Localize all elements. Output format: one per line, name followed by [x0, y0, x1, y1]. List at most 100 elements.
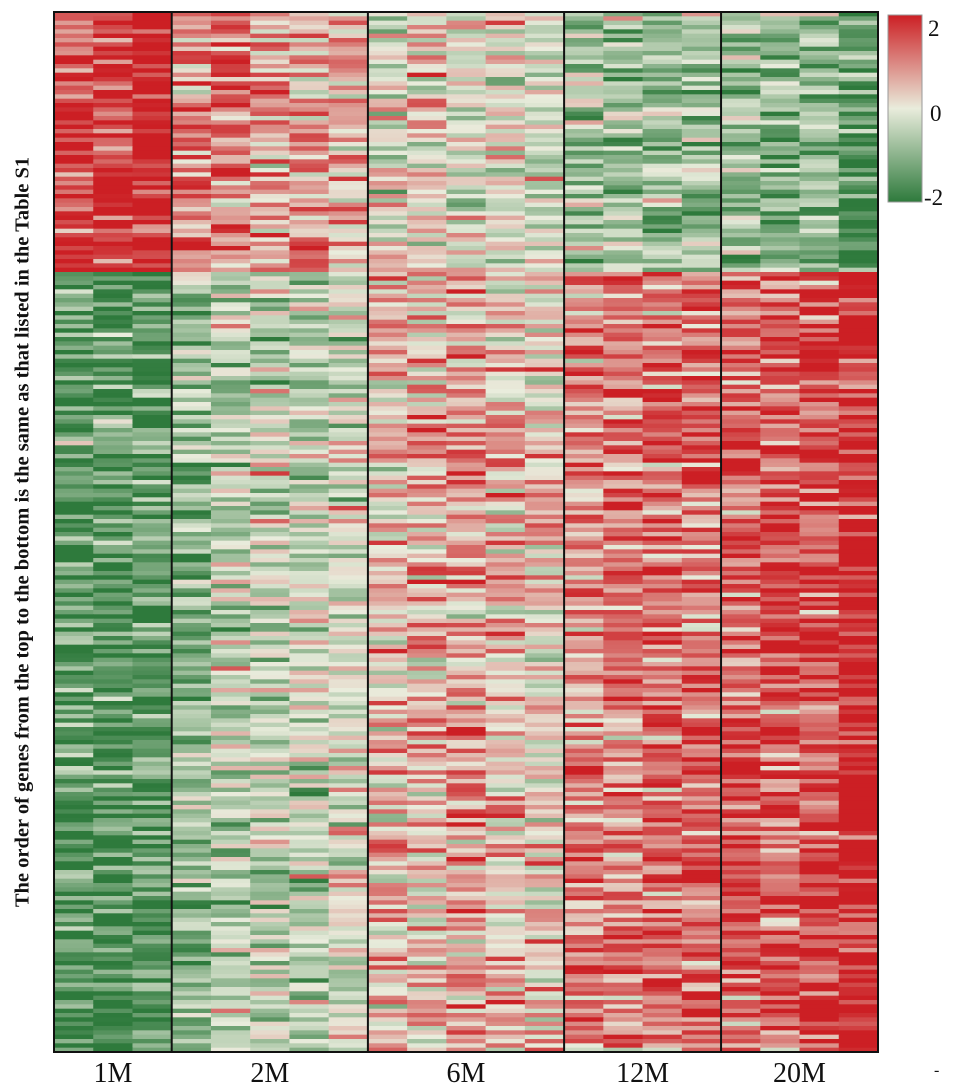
heatmap-cell — [681, 124, 722, 130]
heatmap-cell — [799, 146, 840, 152]
heatmap-cell — [93, 1026, 134, 1031]
heatmap-cell — [54, 783, 94, 789]
heatmap-cell — [838, 484, 879, 490]
heatmap-cell — [132, 839, 173, 845]
heatmap-cell — [838, 90, 879, 95]
heatmap-cell — [328, 974, 369, 979]
heatmap-cell — [407, 714, 447, 719]
heatmap-cell — [54, 410, 94, 416]
heatmap-cell — [250, 904, 291, 910]
heatmap-cell — [171, 211, 212, 217]
heatmap-cell — [799, 410, 840, 416]
heatmap-cell — [838, 974, 879, 979]
heatmap-cell — [54, 497, 94, 503]
heatmap-cell — [681, 85, 722, 91]
heatmap-cell — [210, 835, 251, 841]
heatmap-cell — [603, 1039, 644, 1044]
heatmap-cell — [721, 545, 761, 550]
heatmap-cell — [446, 59, 487, 65]
heatmap-cell — [760, 337, 801, 342]
heatmap-cell — [289, 974, 330, 979]
heatmap-cell — [93, 670, 134, 676]
heatmap-cell — [93, 813, 134, 819]
heatmap-cell — [564, 627, 604, 633]
heatmap-cell — [210, 350, 251, 355]
heatmap-cell — [799, 922, 840, 927]
heatmap-cell — [93, 124, 134, 130]
heatmap-cell — [681, 267, 722, 273]
heatmap-cell — [642, 38, 683, 43]
heatmap-cell — [681, 670, 722, 676]
heatmap-cell — [760, 666, 801, 672]
heatmap-cell — [250, 974, 291, 979]
heatmap-cell — [721, 68, 761, 74]
heatmap-cell — [524, 137, 565, 143]
heatmap-cell — [250, 878, 291, 884]
heatmap-cell — [93, 536, 134, 542]
heatmap-cell — [289, 679, 330, 685]
heatmap-cell — [642, 484, 683, 490]
heatmap-cell — [485, 237, 526, 243]
heatmap-cell — [721, 631, 761, 637]
heatmap-cell — [485, 974, 526, 979]
heatmap-cell — [721, 328, 761, 334]
heatmap-cell — [760, 367, 801, 373]
heatmap-cell — [367, 480, 408, 485]
heatmap-cell — [54, 753, 94, 758]
heatmap-cell — [250, 523, 291, 529]
heatmap-cell — [524, 549, 565, 555]
heatmap-cell — [564, 770, 604, 776]
heatmap-cell — [681, 241, 722, 247]
heatmap-cell — [603, 98, 644, 104]
heatmap-cell — [407, 254, 447, 260]
heatmap-cell — [93, 367, 134, 373]
heatmap-cell — [524, 735, 565, 741]
heatmap-cell — [799, 744, 840, 750]
heatmap-cell — [721, 376, 761, 381]
heatmap-cell — [524, 896, 565, 901]
heatmap-cell — [799, 701, 840, 706]
heatmap-cell — [367, 579, 408, 585]
heatmap-cell — [210, 826, 251, 832]
heatmap-cell — [642, 250, 683, 256]
heatmap-cell — [564, 51, 604, 56]
heatmap-cell — [681, 965, 722, 971]
heatmap-cell — [328, 783, 369, 789]
heatmap-cell — [250, 640, 291, 646]
heatmap-cell — [760, 194, 801, 199]
heatmap-cell — [407, 311, 447, 316]
heatmap-cell — [485, 709, 526, 715]
heatmap-cell — [564, 584, 604, 589]
heatmap-cell — [681, 605, 722, 611]
heatmap-cell — [54, 480, 94, 485]
heatmap-cell — [210, 493, 251, 498]
heatmap-cell — [642, 198, 683, 204]
heatmap-cell — [210, 974, 251, 979]
heatmap-cell — [367, 865, 408, 871]
heatmap-cell — [603, 705, 644, 711]
heatmap-cell — [367, 29, 408, 35]
heatmap-cell — [564, 85, 604, 91]
heatmap-cell — [289, 254, 330, 260]
heatmap-cell — [210, 272, 251, 277]
heatmap-cell — [54, 246, 94, 251]
heatmap-cell — [446, 701, 487, 706]
heatmap-cell — [642, 679, 683, 685]
heatmap-cell — [289, 211, 330, 217]
heatmap-cell — [721, 852, 761, 858]
heatmap-cell — [328, 735, 369, 741]
heatmap-cell — [524, 85, 565, 91]
heatmap-cell — [446, 623, 487, 628]
heatmap-cell — [407, 631, 447, 637]
heatmap-cell — [446, 55, 487, 61]
heatmap-cell — [485, 653, 526, 659]
heatmap-cell — [564, 458, 604, 464]
heatmap-cell — [171, 748, 212, 754]
heatmap-cell — [642, 822, 683, 828]
heatmap-cell — [524, 852, 565, 858]
heatmap-cell — [799, 350, 840, 355]
heatmap-cell — [681, 701, 722, 706]
heatmap-cell — [171, 514, 212, 520]
heatmap-cell — [289, 298, 330, 303]
heatmap-cell — [289, 272, 330, 277]
